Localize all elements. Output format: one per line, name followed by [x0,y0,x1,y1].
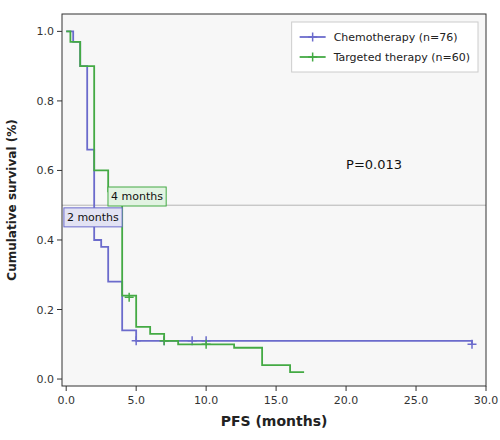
survival-curve [66,31,472,344]
x-tick-label: 10.0 [194,394,219,407]
annotation: P=0.013 [346,157,402,172]
y-tick-label: 0.8 [37,95,55,108]
x-tick [66,386,67,391]
x-tick-label: 25.0 [404,394,429,407]
legend-label: Chemotherapy (n=76) [334,31,458,44]
censored-mark [160,336,169,345]
y-tick [57,100,62,101]
x-tick [136,386,137,391]
x-tick [346,386,347,391]
y-tick [57,31,62,32]
x-axis-label: PFS (months) [221,413,328,429]
y-tick-label: 1.0 [37,25,55,38]
x-tick [416,386,417,391]
x-tick-label: 5.0 [127,394,145,407]
y-tick [57,239,62,240]
annotation-text: 4 months [111,190,163,203]
x-tick [276,386,277,391]
annotations: 2 months 4 months P=0.013 [64,157,402,227]
survival-curve [66,31,304,372]
axes: 0.0 5.0 10.0 15.0 20.0 25.0 30.0 0.0 0.2 0.4 0.6 0.… [5,25,498,429]
legend-marker [308,33,317,42]
chart: 0.0 5.0 10.0 15.0 20.0 25.0 30.0 0.0 0.2 0.4 0.6 0.… [0,0,500,440]
legend-marker [308,53,317,62]
x-tick [206,386,207,391]
x-tick-label: 0.0 [57,394,75,407]
plot-area [62,14,486,386]
y-tick-label: 0.0 [37,373,55,386]
x-tick-label: 30.0 [474,394,499,407]
censored-mark [132,336,141,345]
annotation-text: 2 months [67,211,119,224]
y-tick [57,309,62,310]
x-tick [486,386,487,391]
y-tick-label: 0.4 [37,234,55,247]
censored-mark [202,340,211,349]
x-tick-label: 15.0 [264,394,289,407]
plot-frame [62,14,486,386]
legend: Chemotherapy (n=76) Targeted therapy (n=6… [292,22,478,72]
data [62,31,486,372]
y-tick [57,170,62,171]
y-tick-label: 0.6 [37,164,55,177]
legend-box [292,22,478,72]
y-axis-label: Cumulative survival (%) [5,119,19,280]
y-tick-label: 0.2 [37,304,55,317]
censored-mark [468,340,477,349]
annotation: 4 months [108,187,166,206]
censored-mark [160,336,169,345]
annotation-box [64,208,122,227]
x-tick-label: 20.0 [334,394,359,407]
legend-label: Targeted therapy (n=60) [333,51,470,64]
censored-mark [125,293,134,302]
annotation-text: P=0.013 [346,157,402,172]
y-tick [57,379,62,380]
annotation-box [108,187,166,206]
annotation: 2 months [64,208,122,227]
